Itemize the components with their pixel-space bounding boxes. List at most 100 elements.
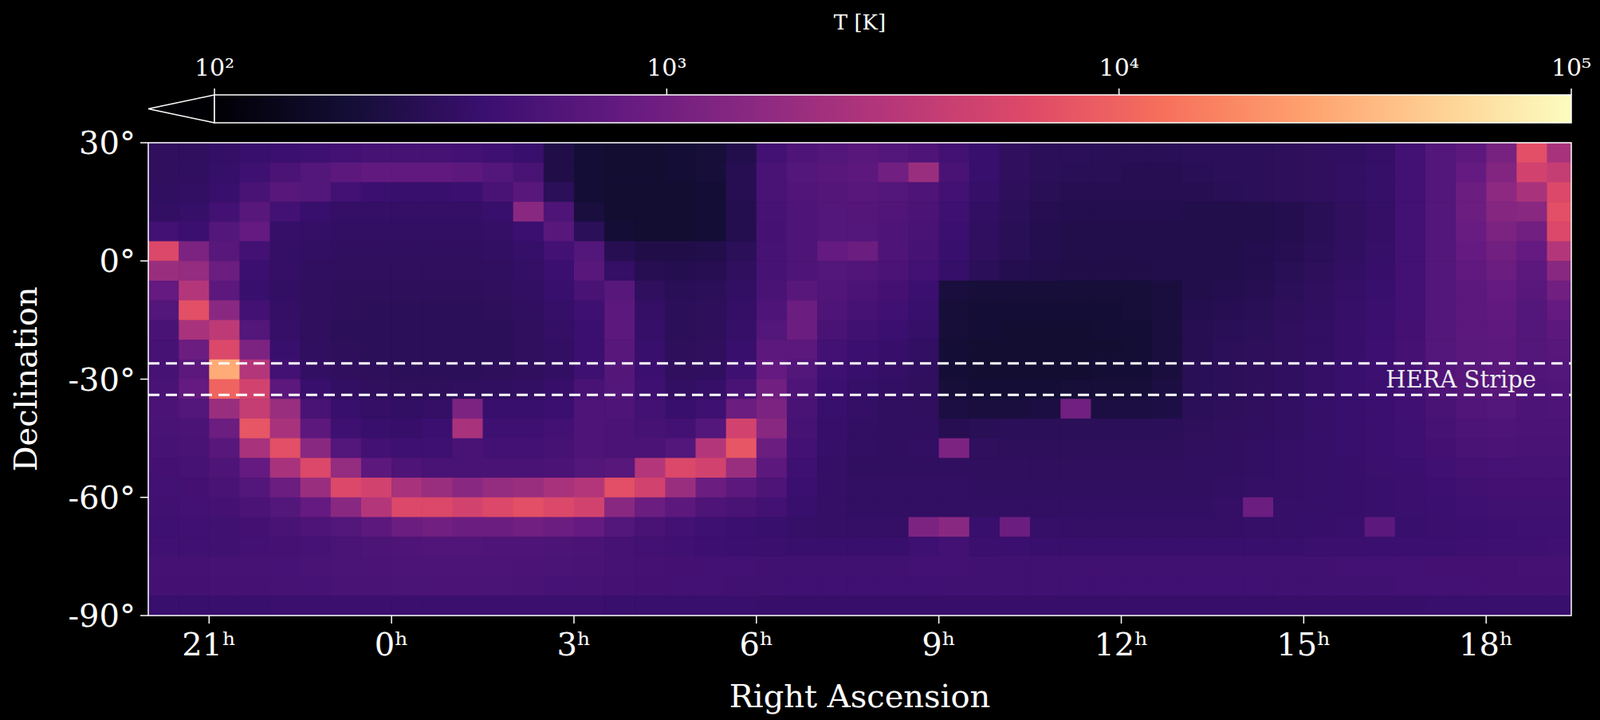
map-cell — [1334, 379, 1366, 400]
map-cell — [239, 379, 271, 400]
map-cell — [483, 142, 515, 163]
map-cell — [1455, 457, 1487, 478]
map-cell — [361, 221, 393, 242]
map-cell — [1334, 142, 1366, 163]
map-cell — [1060, 142, 1092, 163]
map-cell — [756, 201, 788, 222]
map-cell — [1182, 457, 1214, 478]
map-cell — [939, 497, 971, 518]
map-cell — [1546, 339, 1572, 360]
x-tick-label: 18ʰ — [1458, 625, 1514, 663]
map-cell — [1151, 260, 1184, 281]
map-cell — [756, 260, 788, 281]
map-cell — [148, 280, 180, 301]
map-cell — [1334, 319, 1366, 340]
map-cell — [1060, 181, 1092, 202]
map-cell — [148, 398, 180, 419]
map-cell — [1364, 477, 1396, 498]
map-cell — [726, 241, 758, 262]
map-cell — [361, 497, 393, 518]
map-cell — [421, 418, 453, 439]
map-cell — [664, 497, 696, 518]
map-cell — [664, 201, 696, 222]
map-cell — [1273, 536, 1305, 557]
map-cell — [1121, 477, 1153, 498]
map-cell — [1364, 497, 1396, 518]
y-tick-label: -90° — [68, 597, 136, 634]
map-cell — [270, 142, 302, 163]
map-cell — [695, 162, 728, 183]
map-cell — [1395, 516, 1427, 537]
map-cell — [1151, 477, 1184, 498]
map-cell — [1303, 516, 1335, 537]
map-cell — [817, 556, 849, 577]
map-cell — [1546, 241, 1572, 262]
map-cell — [421, 595, 453, 616]
map-cell — [1485, 339, 1518, 360]
map-cell — [1029, 260, 1062, 281]
map-cell — [361, 162, 393, 183]
map-cell — [208, 398, 240, 419]
map-cell — [1242, 379, 1274, 400]
map-cell — [483, 201, 515, 222]
x-axis-title: Right Ascension — [729, 677, 991, 715]
map-cell — [1425, 497, 1457, 518]
map-cell — [239, 142, 271, 163]
map-cell — [1364, 142, 1396, 163]
map-cell — [1182, 556, 1214, 577]
map-cell — [1090, 556, 1122, 577]
map-cell — [1151, 398, 1184, 419]
map-cell — [1090, 438, 1122, 459]
map-cell — [1395, 300, 1427, 321]
map-cell — [1090, 516, 1122, 537]
map-cell — [847, 576, 879, 597]
map-cell — [786, 241, 818, 262]
map-cell — [1090, 221, 1122, 242]
map-cell — [1090, 142, 1122, 163]
map-cell — [1425, 201, 1457, 222]
map-cell — [1425, 438, 1457, 459]
map-cell — [573, 241, 606, 262]
map-cell — [452, 398, 484, 419]
map-cell — [178, 280, 210, 301]
map-cell — [543, 319, 575, 340]
map-cell — [969, 181, 1001, 202]
map-cell — [1090, 201, 1122, 222]
map-cell — [1546, 595, 1572, 616]
map-cell — [1151, 418, 1184, 439]
map-cell — [452, 477, 484, 498]
map-cell — [634, 457, 666, 478]
map-cell — [1395, 595, 1427, 616]
map-cell — [270, 457, 302, 478]
map-cell — [1121, 438, 1153, 459]
map-cell — [421, 398, 453, 419]
map-cell — [513, 319, 545, 340]
map-cell — [1516, 457, 1548, 478]
map-cell — [1303, 497, 1335, 518]
map-cell — [1546, 536, 1572, 557]
map-cell — [513, 418, 545, 439]
map-cell — [1029, 438, 1062, 459]
map-cell — [391, 379, 423, 400]
map-cell — [1303, 536, 1335, 557]
map-cell — [1060, 319, 1092, 340]
map-cell — [1425, 595, 1457, 616]
map-cell — [1395, 536, 1427, 557]
map-cell — [908, 497, 940, 518]
map-cell — [1334, 536, 1366, 557]
map-cell — [1182, 300, 1214, 321]
map-cell — [1182, 142, 1214, 163]
map-cell — [483, 162, 515, 183]
map-cell — [634, 516, 666, 537]
map-cell — [1151, 280, 1184, 301]
map-cell — [786, 398, 818, 419]
map-cell — [1060, 300, 1092, 321]
map-cell — [695, 497, 728, 518]
y-tick — [140, 141, 149, 144]
map-cell — [939, 241, 971, 262]
map-cell — [421, 300, 453, 321]
map-cell — [786, 221, 818, 242]
map-cell — [391, 418, 423, 439]
map-cell — [939, 379, 971, 400]
map-cell — [573, 536, 606, 557]
